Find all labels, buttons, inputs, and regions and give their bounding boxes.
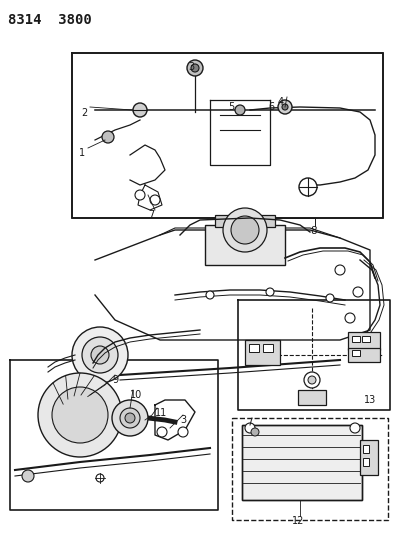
Circle shape: [91, 346, 109, 364]
Bar: [232, 418, 388, 520]
Circle shape: [38, 373, 122, 457]
Circle shape: [52, 387, 108, 443]
Circle shape: [96, 474, 104, 482]
Circle shape: [278, 100, 292, 114]
Circle shape: [133, 103, 147, 117]
Circle shape: [304, 372, 320, 388]
Circle shape: [326, 294, 334, 302]
Text: 9: 9: [112, 375, 118, 385]
Circle shape: [235, 105, 245, 115]
Bar: [249, 344, 259, 352]
Circle shape: [135, 190, 145, 200]
Bar: [10, 360, 218, 510]
Text: 10: 10: [130, 390, 142, 400]
Text: 1: 1: [79, 148, 85, 158]
Circle shape: [72, 327, 128, 383]
Circle shape: [120, 408, 140, 428]
Circle shape: [335, 265, 345, 275]
Text: 6: 6: [268, 102, 274, 112]
Circle shape: [150, 195, 160, 205]
Circle shape: [157, 427, 167, 437]
Bar: [238, 300, 390, 410]
Circle shape: [353, 287, 363, 297]
Bar: [245, 340, 280, 365]
Text: 7: 7: [148, 210, 154, 220]
Bar: [242, 425, 362, 500]
Circle shape: [22, 470, 34, 482]
Bar: [352, 350, 360, 356]
Circle shape: [231, 216, 259, 244]
Circle shape: [187, 60, 203, 76]
Circle shape: [112, 400, 148, 436]
Bar: [72, 53, 383, 218]
Bar: [363, 445, 369, 453]
Circle shape: [245, 423, 255, 433]
Circle shape: [223, 208, 267, 252]
Text: 3: 3: [180, 415, 186, 425]
Circle shape: [350, 423, 360, 433]
Bar: [215, 215, 275, 227]
Bar: [72, 53, 383, 218]
Text: 5: 5: [228, 102, 234, 112]
Text: 4: 4: [278, 97, 284, 107]
Circle shape: [308, 376, 316, 384]
Circle shape: [206, 291, 214, 299]
Bar: [242, 425, 362, 500]
Circle shape: [82, 337, 118, 373]
Text: 13: 13: [364, 395, 376, 405]
Bar: [352, 336, 360, 342]
Bar: [263, 344, 273, 352]
Circle shape: [251, 428, 259, 436]
Bar: [348, 332, 380, 350]
Circle shape: [102, 131, 114, 143]
Bar: [298, 390, 326, 405]
Circle shape: [266, 288, 274, 296]
Text: 12: 12: [292, 516, 304, 526]
Circle shape: [191, 64, 199, 72]
Circle shape: [282, 104, 288, 110]
Bar: [360, 440, 378, 475]
Text: 11: 11: [155, 408, 167, 418]
Text: 8: 8: [310, 226, 317, 236]
Bar: [363, 458, 369, 466]
Circle shape: [178, 427, 188, 437]
Text: 3: 3: [188, 62, 194, 72]
Circle shape: [299, 178, 317, 196]
Bar: [348, 348, 380, 362]
Bar: [205, 225, 285, 265]
Text: 8314  3800: 8314 3800: [8, 13, 92, 27]
Bar: [362, 336, 370, 342]
Circle shape: [125, 413, 135, 423]
Text: 2: 2: [81, 108, 87, 118]
Circle shape: [345, 313, 355, 323]
